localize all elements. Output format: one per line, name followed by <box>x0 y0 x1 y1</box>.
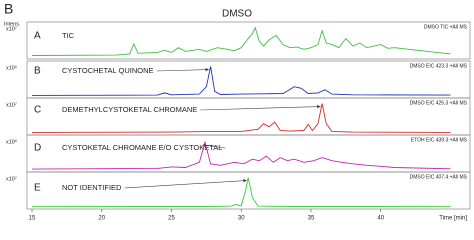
trace <box>31 177 451 208</box>
y-multiplier: x10⁷ <box>6 25 17 32</box>
y-axis-label: Intens. <box>4 21 21 27</box>
annotation: NOT IDENTIFIED <box>62 183 122 192</box>
trace-label: DMSO TIC +All MS <box>424 24 468 30</box>
panel-letter: A <box>34 31 41 42</box>
trace-label: DMSO EIC 407.4 +All MS <box>410 174 468 180</box>
arrow <box>124 178 247 189</box>
y-multiplier: x10⁷ <box>6 175 17 182</box>
arrow <box>200 104 321 111</box>
panel-letter: B <box>34 66 41 77</box>
x-tick-label: 25 <box>168 216 175 222</box>
x-tick-label: 35 <box>308 216 315 222</box>
annotation: CYSTOKETAL CHROMANE E/O CYSTOKETAL <box>62 143 222 152</box>
trace <box>31 103 451 133</box>
trace <box>31 140 451 170</box>
panel-letter: D <box>34 143 41 154</box>
page: B DMSO Intens. x10⁷ DMSO TIC +All MS A TIC x… <box>4 0 471 222</box>
trace-label: DMSO EIC 425.3 +All MS <box>410 100 468 106</box>
arrow <box>156 67 210 72</box>
trace-label: ETOH EIC 439.3 +All MS <box>411 137 468 143</box>
y-multiplier: x10⁶ <box>6 64 17 71</box>
y-multiplier: x10⁷ <box>6 101 17 108</box>
chart: B DMSO Intens. x10⁷ DMSO TIC +All MS A TIC x… <box>4 1 471 222</box>
annotation: CYSTOCHETAL QUINONE <box>62 66 154 75</box>
x-axis-label: Time [min] <box>439 216 467 222</box>
annotation: DEMETHYLCYSTOKETAL CHROMANE <box>62 105 197 114</box>
trace <box>31 66 451 96</box>
panel-frame <box>26 171 471 210</box>
x-tick-label: 40 <box>377 216 384 222</box>
trace-label: DMSO EIC 423.3 +All MS <box>410 63 468 69</box>
panel-letter: E <box>34 183 41 194</box>
chart-title: DMSO <box>222 9 252 20</box>
figure-label: B <box>4 1 13 17</box>
x-tick-label: 20 <box>98 216 105 222</box>
panel-frame <box>26 97 471 136</box>
panel-frame <box>26 134 471 173</box>
trace <box>31 26 451 56</box>
x-tick-label: 15 <box>29 216 36 222</box>
annotation: TIC <box>62 31 75 40</box>
panel-frame <box>26 21 471 60</box>
x-tick-label: 30 <box>238 216 245 222</box>
y-multiplier: x10⁶ <box>6 138 17 145</box>
panel-letter: C <box>34 105 41 116</box>
arrow <box>202 143 226 149</box>
